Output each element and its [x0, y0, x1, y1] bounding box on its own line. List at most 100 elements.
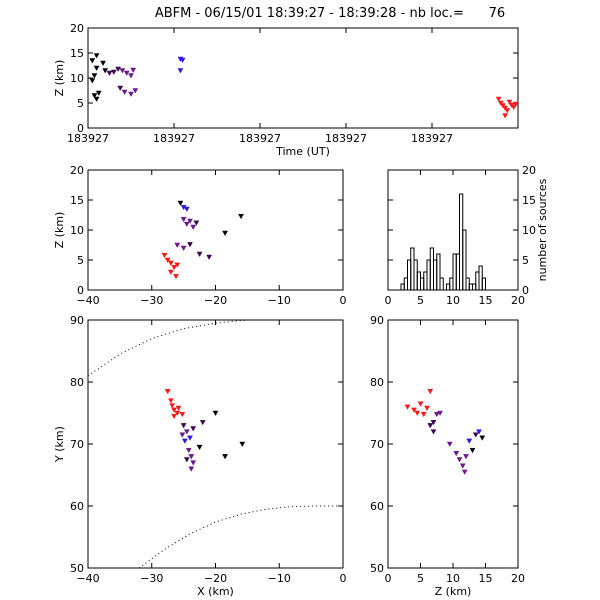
time-height-point	[91, 93, 98, 99]
figure-header: ABFM - 06/15/01 18:39:27 - 18:39:28 - nb…	[155, 6, 505, 21]
x-y-xtick-label: −10	[268, 572, 291, 585]
x-y-point	[239, 441, 246, 448]
x-z-point	[180, 245, 187, 252]
time-height-point	[100, 60, 106, 67]
x-z-ytick-label: 15	[70, 194, 84, 207]
time-height-ytick-label: 5	[77, 97, 84, 110]
time-height-point	[115, 66, 122, 73]
time-height-panel: 183927 183927 183927 183927 18392705101520Ti…	[53, 22, 519, 158]
z-y-point	[469, 447, 476, 454]
x-z-point	[167, 260, 174, 267]
time-height-point	[110, 69, 117, 76]
x-z-point	[171, 264, 177, 271]
x-y-point	[171, 413, 177, 420]
x-y-point	[179, 411, 186, 418]
z-y-point	[479, 435, 486, 441]
z-y-point	[433, 411, 440, 418]
z-y-point	[420, 411, 427, 418]
z-y-point	[430, 420, 437, 426]
z-y-ytick-label: 60	[370, 500, 384, 513]
panels-group: 183927 183927 183927 183927 18392705101520Ti…	[53, 22, 549, 598]
z-y-ytick-label: 80	[370, 376, 384, 389]
z-y-point	[456, 457, 463, 463]
x-z-point	[164, 257, 171, 264]
z-y-ytick-label: 90	[370, 314, 384, 327]
time-height-point	[91, 73, 98, 79]
time-height-point	[119, 68, 126, 74]
x-y-point	[174, 410, 181, 417]
x-z-point	[187, 242, 193, 248]
x-z-xtick-label: 0	[340, 294, 347, 307]
x-z-point	[167, 269, 174, 276]
x-z-xtick-label: −20	[204, 294, 227, 307]
time-height-point	[504, 108, 511, 114]
x-y-ylabel: Y (km)	[53, 426, 66, 463]
x-z-point	[206, 254, 213, 261]
x-z-ytick-label: 0	[77, 284, 84, 297]
x-y-ytick-label: 60	[70, 500, 84, 513]
z-y-ytick-label: 70	[370, 438, 384, 451]
z-histogram-bar	[439, 277, 444, 290]
time-height-point	[102, 68, 109, 74]
time-height-xtick-label: 183927	[239, 132, 281, 145]
x-z-point	[196, 251, 203, 258]
x-z-point	[193, 220, 200, 226]
z-y-xtick-label: 5	[417, 572, 424, 585]
x-z-ytick-label: 20	[70, 164, 84, 177]
x-y-ytick-label: 80	[70, 376, 84, 389]
time-height-point	[95, 90, 102, 97]
x-z-xtick-label: −40	[76, 294, 99, 307]
time-height-point	[177, 68, 184, 74]
z-y-xlabel: Z (km)	[435, 585, 472, 598]
time-height-point	[132, 88, 139, 94]
z-y-point	[453, 451, 460, 457]
x-z-point	[183, 221, 190, 228]
z-y-panel: 0 5 10 15 20 50 60 70 80 90 Z (km)	[370, 314, 525, 598]
x-y-point	[190, 426, 197, 432]
z-y-point	[437, 410, 443, 417]
time-height-point	[117, 85, 124, 92]
x-z-point	[187, 218, 193, 225]
time-height-point	[510, 104, 517, 111]
z-y-point	[459, 463, 466, 469]
x-y-point	[187, 435, 193, 441]
x-z-point	[190, 224, 197, 231]
z-y-point	[430, 429, 437, 435]
z-histogram-xtick-label: 10	[446, 294, 460, 307]
x-y-range-arc	[87, 319, 248, 377]
x-y-point	[169, 403, 176, 409]
x-z-point	[174, 242, 181, 249]
x-z-ytick-label: 10	[70, 224, 84, 237]
z-y-point	[414, 410, 421, 417]
z-histogram-bar	[462, 229, 467, 290]
z-y-point	[411, 407, 417, 413]
z-y-point	[472, 432, 479, 438]
z-histogram-ytick-label: 10	[522, 224, 536, 237]
time-height-point	[123, 70, 130, 77]
z-y-point	[427, 423, 434, 429]
z-histogram-ytick-label: 20	[522, 164, 536, 177]
x-y-range-arc	[138, 505, 343, 569]
time-height-xtick-label: 183927	[153, 132, 195, 145]
z-y-point	[476, 429, 482, 435]
z-histogram-ytick-label: 5	[522, 254, 529, 267]
x-z-point	[222, 230, 228, 237]
x-y-point	[181, 438, 188, 444]
time-height-point	[128, 91, 134, 98]
time-height-ytick-label: 10	[70, 72, 84, 85]
x-y-xtick-label: −30	[140, 572, 163, 585]
z-y-point	[417, 401, 424, 407]
time-height-point	[512, 101, 519, 108]
z-histogram-xtick-label: 20	[511, 294, 525, 307]
time-height-point	[506, 99, 513, 106]
time-height-point	[89, 78, 96, 84]
x-z-point	[183, 206, 190, 213]
z-y-xtick-label: 15	[479, 572, 493, 585]
z-y-point	[461, 469, 468, 475]
x-z-point	[174, 262, 181, 268]
x-y-point	[179, 432, 186, 438]
x-y-point	[164, 389, 171, 395]
x-y-point	[167, 398, 174, 404]
x-y-point	[180, 423, 187, 429]
